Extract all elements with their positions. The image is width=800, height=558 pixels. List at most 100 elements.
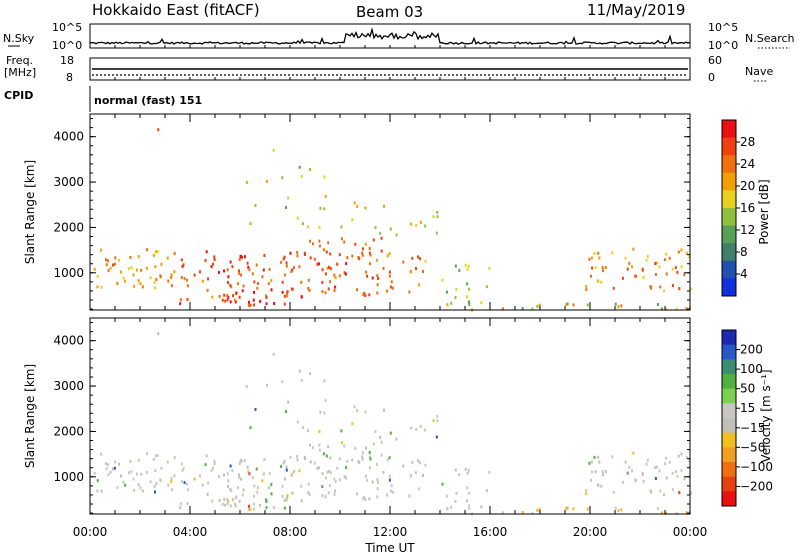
y-tick-label: 3000 [53, 379, 84, 393]
power-cell [267, 282, 270, 286]
power-cell [100, 248, 103, 252]
velocity-cell [324, 398, 327, 402]
power-cell [253, 280, 256, 284]
power-cell [501, 307, 504, 311]
velocity-cell [326, 470, 329, 474]
velocity-cell [193, 477, 196, 481]
velocity-cell [246, 465, 249, 469]
velocity-cell [247, 508, 250, 512]
power-cell [248, 300, 250, 304]
velocity-cell [389, 431, 392, 435]
power-cell [199, 270, 201, 274]
velocity-cell [361, 455, 364, 459]
velocity-cell [201, 483, 204, 487]
velocity-cell [366, 478, 369, 482]
power-cell [665, 307, 668, 311]
velocity-cell [226, 472, 229, 476]
velocity-cell [263, 458, 266, 461]
power-cell [132, 273, 135, 277]
velocity-panel-frame [89, 317, 691, 515]
power-cell [265, 294, 268, 298]
velocity-cell [441, 482, 444, 486]
power-colorbar-tick-label: 28 [740, 135, 755, 149]
velocity-cell [356, 409, 359, 412]
power-cell [323, 207, 326, 211]
freq-label: Freq. [6, 54, 33, 67]
power-cell [213, 258, 216, 261]
velocity-cell [257, 486, 259, 489]
power-cell [112, 263, 114, 267]
velocity-cell [173, 474, 176, 478]
power-cell [241, 289, 244, 293]
velocity-cell [287, 400, 290, 404]
power-cell [155, 278, 158, 281]
velocity-colorbar-segment [722, 476, 736, 492]
velocity-cell [676, 474, 679, 478]
velocity-cell [402, 464, 405, 468]
power-cell [659, 285, 662, 289]
power-cell [466, 267, 469, 271]
velocity-cell [146, 452, 149, 456]
power-cell [160, 262, 163, 266]
power-cell [345, 262, 348, 266]
cpid-label: CPID [4, 89, 33, 102]
noise-right-tick-bottom: 10^0 [708, 39, 738, 52]
velocity-cell [422, 474, 424, 477]
power-cell [626, 267, 629, 271]
velocity-cell [154, 490, 156, 494]
velocity-cell [334, 489, 337, 493]
velocity-cell [680, 452, 683, 456]
velocity-colorbar-segment [722, 418, 736, 434]
velocity-cell [340, 429, 343, 433]
power-cell [450, 301, 453, 305]
velocity-cell [183, 481, 186, 485]
velocity-cell [290, 474, 293, 477]
velocity-cell [389, 489, 392, 493]
velocity-cell [375, 462, 378, 466]
power-cell [312, 242, 314, 246]
power-cell [180, 258, 183, 262]
power-cell [313, 257, 316, 261]
power-cell [137, 279, 140, 283]
velocity-cell [239, 459, 242, 463]
velocity-cell [137, 458, 140, 462]
velocity-cell [93, 471, 96, 475]
velocity-cell [590, 478, 592, 482]
power-cell [645, 258, 648, 262]
power-cell [436, 210, 439, 214]
power-cell [664, 258, 667, 262]
velocity-cell [485, 489, 488, 493]
power-cell [245, 180, 248, 184]
power-cell [100, 285, 103, 289]
power-cell [318, 244, 321, 248]
velocity-cell [620, 508, 623, 512]
velocity-cell [116, 485, 119, 489]
power-colorbar-tick-label: 20 [740, 179, 755, 193]
power-cell [351, 218, 354, 222]
velocity-cell [186, 502, 189, 505]
power-cell [257, 282, 259, 285]
power-colorbar-segment [722, 172, 736, 191]
velocity-cell [293, 470, 295, 473]
power-cell [365, 270, 368, 274]
power-cell [660, 307, 663, 311]
velocity-cell [318, 448, 321, 452]
y-tick-label: 3000 [53, 175, 84, 189]
power-cell [417, 255, 419, 259]
freq-unit-label: [MHz] [4, 66, 36, 79]
power-cell [140, 268, 143, 272]
power-cell [270, 288, 273, 292]
power-cell [283, 273, 286, 277]
power-cell [285, 261, 288, 265]
velocity-cell [100, 489, 103, 493]
velocity-cell [417, 459, 419, 463]
velocity-cell [395, 437, 398, 441]
velocity-cell [386, 458, 389, 462]
power-cell [243, 255, 246, 259]
velocity-cell [248, 504, 250, 508]
velocity-cell [361, 457, 364, 461]
velocity-cell [362, 497, 365, 501]
power-cell [333, 273, 336, 277]
velocity-cell [227, 499, 230, 503]
